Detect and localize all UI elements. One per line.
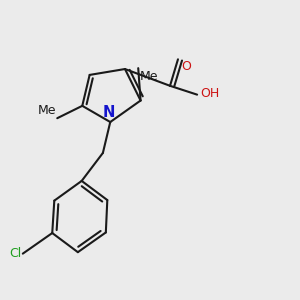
- Text: O: O: [181, 60, 191, 73]
- Text: Me: Me: [140, 70, 158, 83]
- Text: OH: OH: [201, 87, 220, 100]
- Text: Cl: Cl: [9, 247, 21, 260]
- Text: N: N: [103, 105, 115, 120]
- Text: Me: Me: [37, 104, 56, 117]
